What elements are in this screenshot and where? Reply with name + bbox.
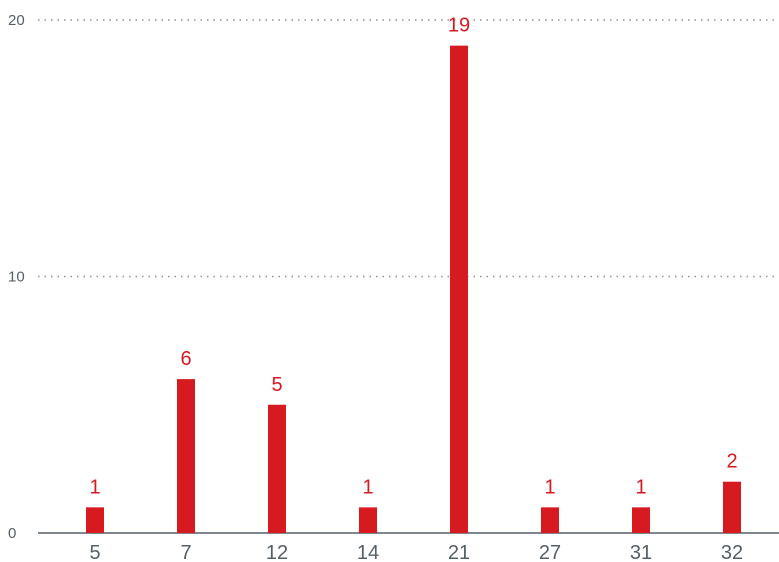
x-tick-label-31: 31	[630, 542, 652, 562]
data-label-31: 1	[635, 476, 646, 498]
bar-14	[359, 507, 377, 533]
bar-12	[268, 404, 286, 533]
x-tick-label-21: 21	[448, 542, 470, 562]
bar-21	[450, 45, 468, 534]
data-label-21: 19	[448, 15, 470, 37]
x-tick-label-14: 14	[357, 542, 379, 562]
x-tick-label-7: 7	[180, 542, 191, 562]
data-label-12: 5	[271, 374, 282, 396]
bar-27	[541, 507, 559, 533]
y-tick-label: 10	[8, 269, 25, 286]
y-axis-ticks: 0 10 20	[8, 12, 25, 542]
gridlines	[38, 19, 779, 278]
bar-31	[632, 507, 650, 533]
data-labels: 1 6 5 1 19 1 1 2	[89, 15, 737, 499]
bars	[86, 45, 741, 534]
bar-7	[177, 379, 195, 533]
y-tick-label: 0	[8, 525, 16, 542]
y-tick-label: 20	[8, 12, 25, 29]
bar-5	[86, 507, 104, 533]
data-label-14: 1	[362, 476, 373, 498]
data-label-27: 1	[544, 476, 555, 498]
x-tick-label-5: 5	[89, 542, 100, 562]
data-label-7: 6	[180, 348, 191, 370]
data-label-32: 2	[726, 451, 737, 473]
x-tick-label-12: 12	[266, 542, 288, 562]
x-tick-label-27: 27	[539, 542, 561, 562]
x-axis-ticks: 5 7 12 14 21 27 31 32	[89, 542, 743, 562]
bar-32	[723, 481, 741, 533]
x-tick-label-32: 32	[721, 542, 743, 562]
data-label-5: 1	[89, 476, 100, 498]
